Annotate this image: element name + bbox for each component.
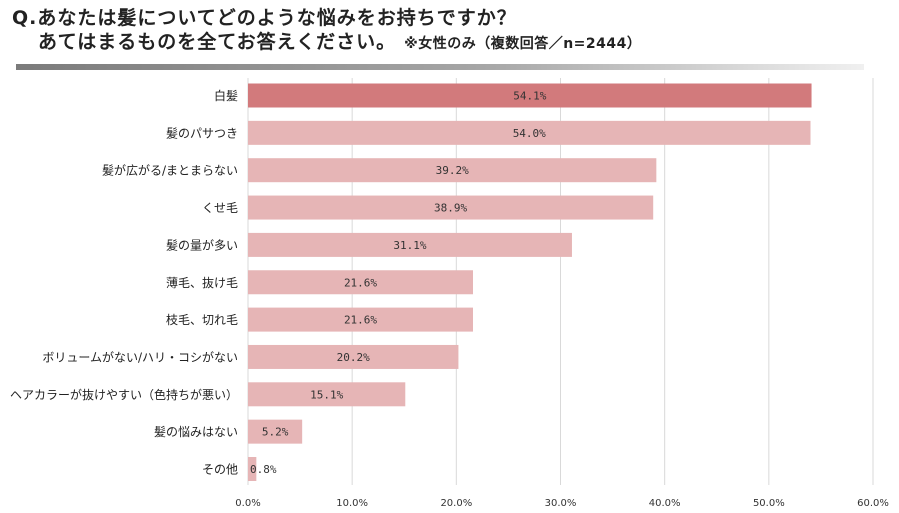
bar — [248, 307, 473, 332]
x-tick-label: 20.0% — [440, 498, 472, 509]
x-tick-label: 0.0% — [235, 498, 260, 509]
x-tick-label: 60.0% — [857, 498, 889, 509]
category-label: 白髪 — [214, 88, 238, 103]
value-label: 21.6% — [344, 276, 377, 289]
bar — [248, 83, 812, 108]
value-label: 54.1% — [513, 90, 546, 103]
bar — [248, 270, 473, 295]
category-label: 薄毛、抜け毛 — [166, 275, 238, 290]
category-label: ヘアカラーが抜けやすい（色持ちが悪い） — [10, 387, 238, 402]
category-label: くせ毛 — [202, 201, 238, 215]
value-label: 39.2% — [436, 164, 469, 177]
title-line-2-text: あてはまるものを全てお答えください。 — [38, 31, 397, 53]
respondent-note: ※女性のみ（複数回答／n=2444） — [404, 36, 642, 52]
x-tick-label: 30.0% — [545, 498, 577, 509]
value-label: 0.8% — [250, 463, 277, 476]
value-label: 5.2% — [262, 426, 289, 439]
value-label: 20.2% — [337, 351, 370, 364]
x-tick-label: 40.0% — [649, 498, 681, 509]
category-label: 髪の悩みはない — [154, 425, 238, 439]
chart-title: Q.あなたは髪についてどのような悩みをお持ちですか？ あてはまるものを全てお答え… — [12, 6, 641, 56]
bar — [248, 419, 303, 444]
bar — [248, 344, 459, 369]
category-label: 髪の量が多い — [166, 237, 238, 252]
title-divider — [16, 64, 864, 70]
category-label: 枝毛、切れ毛 — [166, 312, 238, 327]
category-label: 髪のパサつき — [166, 126, 238, 140]
bar — [248, 158, 657, 183]
bar — [248, 195, 654, 220]
category-label: その他 — [202, 463, 238, 477]
category-label: 髪が広がる/まとまらない — [102, 163, 238, 178]
value-label: 54.0% — [513, 127, 546, 140]
bar — [248, 382, 406, 407]
value-label: 38.9% — [434, 202, 467, 215]
title-line-1: Q.あなたは髪についてどのような悩みをお持ちですか？ — [12, 7, 517, 29]
value-label: 15.1% — [310, 388, 343, 401]
title-line-2: あてはまるものを全てお答えください。 ※女性のみ（複数回答／n=2444） — [12, 30, 641, 56]
value-label: 31.1% — [393, 239, 426, 252]
bar — [248, 457, 257, 481]
x-tick-label: 10.0% — [336, 498, 368, 509]
x-tick-label: 50.0% — [753, 498, 785, 509]
category-label: ボリュームがない/ハリ・コシがない — [42, 349, 238, 364]
bar — [248, 232, 572, 257]
value-label: 21.6% — [344, 314, 377, 327]
bar — [248, 120, 811, 145]
